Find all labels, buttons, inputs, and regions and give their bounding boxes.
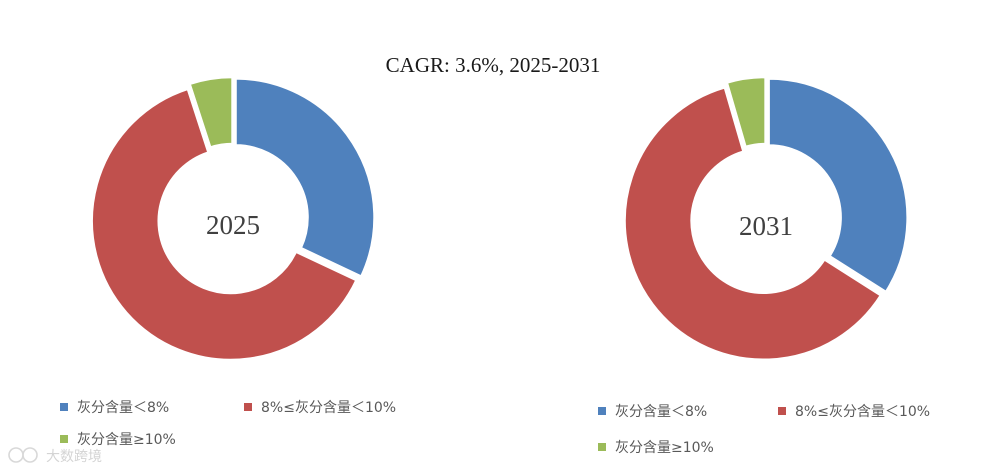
legend-label: 8%≤灰分含量＜10% <box>795 404 930 420</box>
legend-swatch <box>60 403 68 411</box>
donut-chart-2025 <box>90 75 376 362</box>
legend-item-2025-ash-below-8: 灰分含量＜8% <box>60 400 169 416</box>
legend-swatch <box>778 407 786 415</box>
watermark-logo-icon <box>8 447 38 463</box>
legend-item-2031-ash-below-8: 灰分含量＜8% <box>598 404 707 420</box>
slice-2031-ash-above-10 <box>725 75 767 149</box>
legend-swatch <box>60 435 68 443</box>
legend-item-2025-ash-8-to-10: 8%≤灰分含量＜10% <box>244 400 396 416</box>
legend-label: 灰分含量＜8% <box>615 404 707 420</box>
slice-2025-ash-8-to-10 <box>90 87 359 362</box>
legend-swatch <box>598 443 606 451</box>
legend-item-2031-ash-8-to-10: 8%≤灰分含量＜10% <box>778 404 930 420</box>
center-label-2025: 2025 <box>206 210 260 240</box>
legend-swatch <box>598 407 606 415</box>
chart-title: CAGR: 3.6%, 2025-2031 <box>386 53 601 77</box>
legend-2025: 灰分含量＜8% 8%≤灰分含量＜10% 灰分含量≥10% <box>60 400 396 448</box>
legend-label: 灰分含量≥10% <box>77 432 176 448</box>
legend-item-2031-ash-above-10: 灰分含量≥10% <box>598 440 714 456</box>
legend-label: 灰分含量＜8% <box>77 400 169 416</box>
legend-item-2025-ash-above-10: 灰分含量≥10% <box>60 432 176 448</box>
slice-2025-ash-above-10 <box>188 75 234 150</box>
donut-chart-2031 <box>623 75 909 362</box>
legend-label: 8%≤灰分含量＜10% <box>261 400 396 416</box>
legend-label: 灰分含量≥10% <box>615 440 714 456</box>
watermark: 大数跨境 <box>8 447 102 465</box>
slice-2025-ash-below-8 <box>234 77 376 279</box>
legend-2031: 灰分含量＜8% 8%≤灰分含量＜10% 灰分含量≥10% <box>598 404 930 456</box>
legend-swatch <box>244 403 252 411</box>
center-label-2031: 2031 <box>739 211 793 241</box>
slice-2031-ash-8-to-10 <box>623 85 883 362</box>
slice-2031-ash-below-8 <box>767 77 909 294</box>
watermark-text: 大数跨境 <box>46 449 102 465</box>
